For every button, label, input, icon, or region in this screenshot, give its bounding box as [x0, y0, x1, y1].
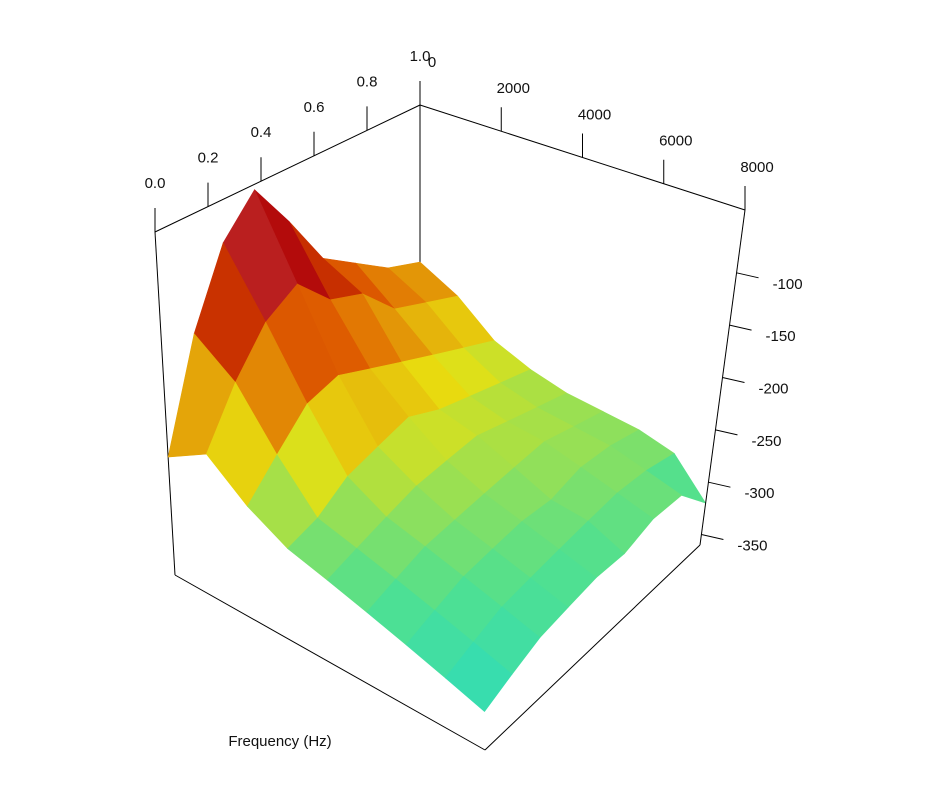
t-tick-label: 0.8	[357, 73, 378, 90]
box-edge	[154, 104, 421, 233]
z-tick-label: -150	[766, 328, 796, 345]
f-tick-label: 2000	[497, 80, 530, 97]
z-tick	[736, 272, 759, 279]
t-tick-label: 1.0	[410, 48, 431, 65]
box-edge	[484, 544, 701, 751]
z-tick	[729, 324, 752, 331]
z-tick-label: -300	[744, 485, 774, 502]
z-tick	[708, 481, 731, 488]
f-tick-label: 0	[428, 54, 436, 71]
z-tick	[722, 377, 745, 383]
f-tick-label: 6000	[659, 133, 692, 150]
z-tick-label: -350	[737, 538, 767, 555]
t-tick-label: 0.0	[145, 175, 166, 192]
f-tick-label: 8000	[740, 159, 773, 176]
z-tick-label: -100	[773, 276, 803, 293]
box-edge	[174, 574, 486, 751]
t-tick-label: 0.4	[251, 124, 272, 141]
z-tick	[701, 534, 724, 541]
f-tick-label: 4000	[578, 106, 611, 123]
box-edge	[154, 231, 176, 576]
t-tick-label: 0.6	[304, 99, 325, 116]
x-axis-label: Frequency (Hz)	[228, 733, 331, 750]
z-tick	[715, 429, 738, 436]
z-tick-label: -250	[751, 433, 781, 450]
t-tick-label: 0.2	[198, 150, 219, 167]
surface-cell	[444, 641, 513, 713]
z-tick-label: -200	[759, 380, 789, 397]
